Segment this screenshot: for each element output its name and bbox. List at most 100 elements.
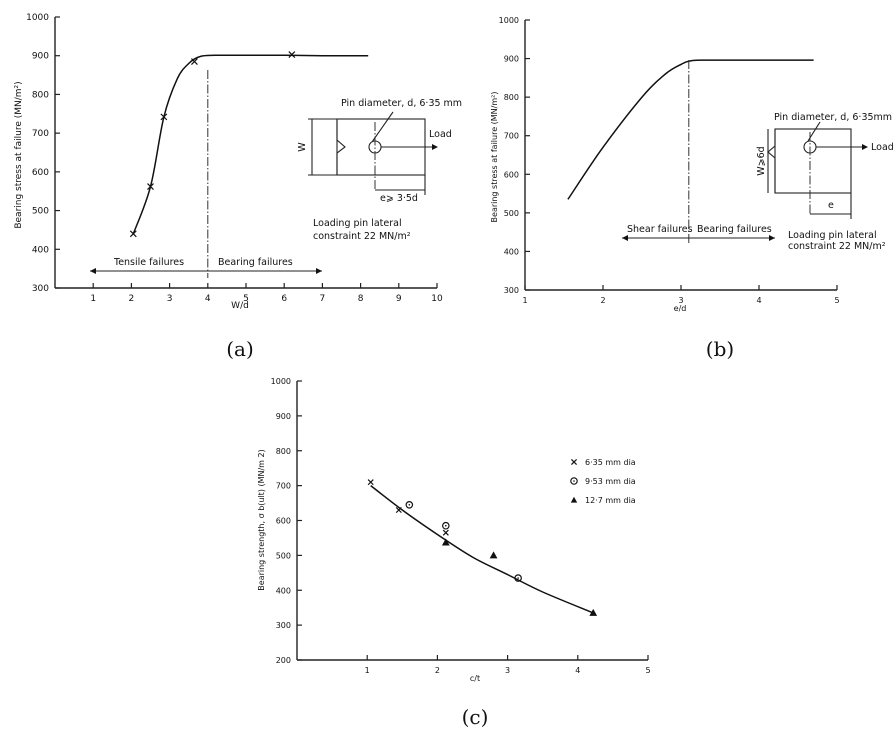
x-tick-label: 2	[435, 666, 440, 675]
pin-leader-line	[371, 111, 394, 143]
y-tick-label: 800	[276, 447, 291, 456]
x-tick-label: 10	[431, 294, 443, 304]
y-tick-label: 900	[276, 412, 291, 421]
note-line-1: Loading pin lateral	[788, 230, 877, 241]
data-point-x-marker	[147, 183, 154, 190]
data-point-triangle-marker	[441, 538, 450, 546]
specimen-break-mark	[336, 119, 346, 175]
pin-diameter-label: Pin diameter, d, 6·35 mm	[341, 98, 462, 109]
edge-distance-label: e⩾ 3·5d	[380, 193, 418, 204]
data-point-x-marker	[191, 58, 198, 65]
x-axis-label: c/t	[470, 674, 480, 683]
y-tick-label: 400	[276, 586, 291, 595]
x-tick-label: 4	[756, 296, 761, 305]
x-tick-label: 1	[90, 294, 96, 304]
chart-a-plot	[90, 51, 369, 278]
legend-circle-marker-dot	[573, 480, 575, 482]
data-point-x-marker	[367, 479, 374, 486]
x-tick-label: 5	[243, 294, 249, 304]
x-tick-label: 4	[205, 294, 211, 304]
legend-circle-marker	[570, 477, 578, 485]
x-tick-label: 2	[129, 294, 135, 304]
data-point-x-marker	[442, 529, 449, 536]
data-point-circle-marker-dot	[445, 524, 447, 527]
data-point-x-marker	[395, 507, 402, 514]
data-point-x-marker	[288, 51, 296, 58]
y-tick-label: 600	[32, 168, 49, 178]
y-axis-label: Bearing strength, σ b(ult) (MN/m 2)	[257, 449, 266, 590]
y-tick-label: 600	[504, 170, 519, 179]
region-label-bearing: Bearing failures	[697, 224, 772, 235]
note-line-1: Loading pin lateral	[313, 218, 402, 229]
region-label-tensile: Tensile failures	[113, 257, 184, 268]
y-tick-label: 700	[504, 132, 519, 141]
chart-0-axes	[54, 16, 438, 289]
legend-label: 9·53 mm dia	[585, 477, 636, 486]
pin-diameter-label: Pin diameter, d, 6·35mm	[774, 112, 892, 123]
curve-line	[567, 59, 814, 200]
y-tick-label: 700	[32, 129, 49, 139]
data-point-circle-marker	[514, 574, 522, 582]
data-point-triangle-marker	[589, 608, 598, 616]
width-label: W	[297, 142, 308, 152]
x-tick-label: 3	[167, 294, 173, 304]
caption-a: (a)	[226, 337, 254, 361]
specimen-plate	[774, 128, 852, 194]
legend-x-marker	[570, 458, 578, 466]
x-axis-label: W/d	[231, 301, 249, 311]
y-tick-label: 600	[276, 517, 291, 526]
caption-c: (c)	[462, 705, 489, 729]
chart-b-plot	[567, 59, 814, 245]
y-axis-label: Bearing stress at failure (MN/m²)	[490, 92, 499, 223]
y-tick-label: 500	[276, 551, 291, 560]
note-line-2: constraint 22 MN/m²	[313, 231, 411, 242]
y-tick-label: 800	[504, 93, 519, 102]
y-tick-label: 1000	[499, 16, 519, 25]
y-tick-label: 1000	[271, 377, 291, 386]
y-tick-label: 500	[32, 207, 49, 217]
chart-2-axes	[296, 380, 649, 661]
y-tick-label: 900	[504, 55, 519, 64]
x-tick-label: 4	[575, 666, 580, 675]
region-arrow-right-head	[769, 235, 775, 241]
chart-c-plot	[367, 479, 598, 616]
chart-b-inset	[767, 121, 868, 219]
data-point-circle-marker-dot	[517, 577, 519, 579]
chart-c-legend	[570, 458, 578, 503]
y-tick-label: 300	[32, 284, 49, 294]
y-tick-label: 800	[32, 90, 49, 100]
chart-a-inset	[308, 111, 438, 195]
x-tick-label: 1	[522, 296, 527, 305]
data-point-x-marker	[160, 113, 168, 121]
x-tick-label: 8	[358, 294, 364, 304]
pin-leader-line	[807, 121, 821, 142]
load-arrow-head	[862, 144, 868, 150]
y-tick-label: 200	[276, 656, 291, 665]
edge-distance-label: e	[828, 200, 834, 211]
curve-line	[132, 54, 369, 235]
note-line-2: constraint 22 MN/m²	[788, 241, 886, 252]
legend-label: 6·35 mm dia	[585, 458, 636, 467]
x-tick-label: 2	[600, 296, 605, 305]
load-label: Load	[429, 129, 452, 140]
legend-label: 12·7 mm dia	[585, 496, 636, 505]
x-tick-label: 3	[678, 296, 683, 305]
region-label-bearing: Bearing failures	[218, 257, 293, 268]
y-tick-label: 500	[504, 209, 519, 218]
load-arrow-head	[432, 144, 438, 150]
data-point-circle-marker	[442, 521, 450, 530]
data-point-triangle-marker	[489, 551, 498, 559]
x-axis-label: e/d	[674, 304, 687, 313]
x-tick-label: 7	[320, 294, 326, 304]
legend-triangle-marker	[570, 496, 578, 503]
region-label-shear: Shear failures	[627, 224, 693, 235]
y-axis-label: Bearing stress at failure (MN/m²)	[14, 81, 24, 228]
data-point-circle-marker	[405, 501, 414, 509]
y-tick-label: 900	[32, 52, 49, 62]
specimen-break-mark	[767, 129, 776, 193]
y-tick-label: 1000	[26, 13, 49, 23]
x-tick-label: 5	[645, 666, 650, 675]
width-label: W⩾6d	[756, 146, 767, 175]
x-tick-label: 3	[505, 666, 510, 675]
